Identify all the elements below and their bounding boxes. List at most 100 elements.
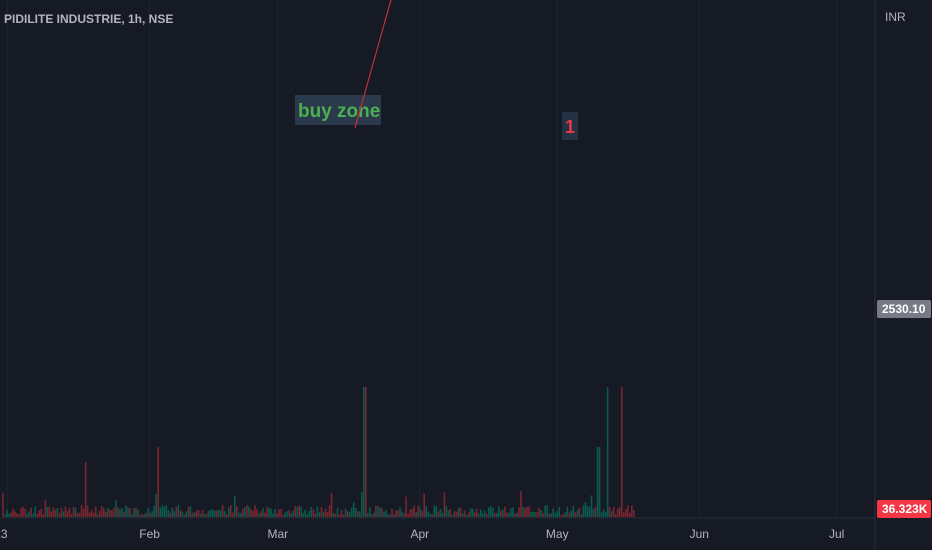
- volume-bar: [364, 387, 367, 517]
- volume-bar: [461, 513, 464, 517]
- volume-bar: [536, 512, 538, 517]
- volume-bar: [508, 512, 510, 517]
- volume-bar: [4, 514, 6, 517]
- volume-bar: [568, 512, 571, 517]
- volume-bar: [354, 507, 357, 517]
- volume-bar: [582, 505, 585, 517]
- volume-bar: [294, 505, 297, 517]
- volume-bar: [516, 512, 518, 517]
- volume-bar: [550, 513, 553, 517]
- volume-bar: [195, 510, 198, 517]
- volume-bar: [270, 508, 272, 517]
- volume-bar: [554, 512, 557, 517]
- volume-bar: [179, 510, 182, 517]
- volume-bar: [455, 511, 458, 517]
- volume-bar: [153, 506, 155, 517]
- volume-bar: [16, 513, 18, 517]
- volume-bar: [443, 492, 446, 517]
- volume-bar: [18, 514, 20, 517]
- volume-bar: [594, 506, 597, 517]
- volume-bar: [109, 509, 111, 517]
- volume-bar: [506, 512, 508, 517]
- volume-bar: [338, 514, 341, 517]
- volume-bar: [70, 514, 73, 517]
- volume-bar: [48, 506, 51, 517]
- volume-bar: [574, 512, 577, 517]
- volume-bar: [76, 513, 79, 517]
- volume-bar: [544, 505, 546, 517]
- volume-bar: [199, 513, 202, 517]
- volume-bar: [439, 509, 442, 517]
- buy-zone-label: buy zone: [298, 101, 380, 122]
- time-axis[interactable]: 2023 Feb Mar Apr May Jun Jul: [0, 517, 875, 541]
- volume-bar: [510, 508, 512, 517]
- currency-label: INR: [885, 10, 906, 24]
- volume-bar: [612, 506, 615, 517]
- volume-bar: [346, 511, 349, 517]
- volume-bar: [437, 511, 440, 517]
- volume-bar: [336, 508, 339, 517]
- volume-bar: [360, 491, 363, 517]
- volume-bar: [387, 513, 389, 517]
- volume-bar: [191, 512, 194, 517]
- volume-bar: [530, 512, 532, 517]
- volume-bar: [590, 495, 593, 517]
- volume-bar: [405, 496, 407, 517]
- volume-bar: [72, 506, 75, 517]
- volume-bar: [532, 511, 534, 517]
- volume-bar: [193, 512, 196, 517]
- volume-bar: [344, 509, 347, 517]
- volume-bar: [147, 508, 149, 517]
- volume-bar: [493, 512, 496, 517]
- volume-bar: [604, 512, 607, 517]
- volume-bar: [332, 513, 335, 517]
- volume-bar: [34, 506, 37, 517]
- volume-bar: [155, 493, 157, 517]
- volume-bar: [248, 506, 250, 517]
- volume-bar: [100, 505, 103, 517]
- volume-bar: [397, 510, 399, 517]
- volume-bar: [409, 509, 411, 517]
- position-number-box[interactable]: [562, 112, 578, 140]
- volume-bar: [540, 510, 542, 517]
- volume-bar: [8, 513, 10, 517]
- volume-bar: [38, 510, 41, 517]
- volume-bar: [159, 507, 162, 517]
- volume-bar: [558, 506, 561, 517]
- volume-bar: [367, 512, 369, 517]
- volume-bar: [399, 507, 401, 517]
- volume-bar: [296, 506, 299, 517]
- price-axis[interactable]: 3000.002900.002800.002700.002600.002400.…: [874, 0, 931, 550]
- volume-bar: [173, 511, 176, 517]
- volume-bar: [451, 514, 454, 517]
- volume-bar: [512, 507, 514, 517]
- volume-bar: [66, 511, 69, 517]
- volume-bar: [498, 506, 500, 517]
- volume-bar: [90, 509, 93, 517]
- time-tick-label: Mar: [268, 527, 289, 541]
- annotations[interactable]: buy zone 1: [295, 0, 608, 140]
- volume-bar: [133, 508, 135, 517]
- time-tick-label: 2023: [0, 527, 8, 541]
- volume-bar: [320, 506, 323, 517]
- volume-bar: [566, 506, 569, 517]
- volume-bar: [616, 508, 619, 517]
- volume-bar: [68, 507, 71, 517]
- buy-zone-box[interactable]: [295, 95, 381, 125]
- volume-bar: [98, 510, 101, 517]
- volume-bar: [627, 505, 629, 517]
- volume-bar: [586, 505, 589, 517]
- price-label-badge[interactable]: [877, 300, 931, 318]
- volume-bar: [143, 513, 145, 517]
- volume-label-badge[interactable]: [877, 500, 931, 518]
- volume-bar: [137, 509, 139, 517]
- volume-bar: [181, 511, 184, 517]
- volume-label-text: 36.323K: [882, 502, 928, 516]
- volume-bar: [491, 507, 494, 517]
- volume-bar: [381, 507, 383, 517]
- volume-bar: [28, 511, 31, 517]
- volume-bar: [221, 505, 224, 517]
- time-tick-label: May: [546, 527, 569, 541]
